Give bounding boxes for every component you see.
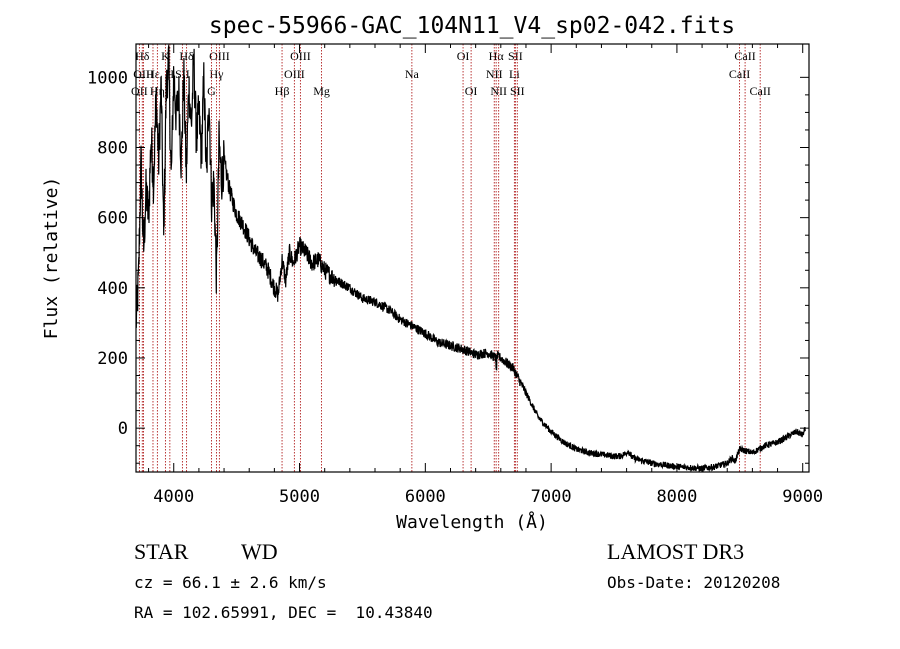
marker-label-18: OI <box>465 84 478 98</box>
subclass-label: WD <box>241 539 278 564</box>
marker-label-7: Hδ <box>179 49 194 63</box>
marker-label-19: Hα <box>489 49 505 63</box>
marker-label-2: OII <box>131 84 148 98</box>
marker-label-11: G <box>207 84 216 98</box>
marker-label-14: OIII <box>284 67 305 81</box>
marker-label-3: Hε <box>146 67 160 81</box>
x-axis-label: Wavelength (Å) <box>396 511 548 533</box>
spectrum-line <box>136 44 806 472</box>
marker-label-24: SII <box>510 84 525 98</box>
y-tick-label: 200 <box>97 349 128 369</box>
marker-label-25: CaII <box>734 49 755 63</box>
y-tick-label: 1000 <box>87 68 128 88</box>
marker-label-0: Hδ <box>135 49 150 63</box>
marker-label-22: SII <box>508 49 523 63</box>
marker-label-8: SII <box>175 67 190 81</box>
y-tick-label: 600 <box>97 209 128 229</box>
marker-label-12: Hβ <box>275 84 290 98</box>
redshift-text: cz = 66.1 ± 2.6 km/s <box>134 573 327 592</box>
marker-label-6: H <box>166 67 175 81</box>
marker-label-23: Li <box>509 67 520 81</box>
x-tick-label: 4000 <box>153 487 194 507</box>
x-tick-label: 9000 <box>782 487 823 507</box>
obs-date-text: Obs-Date: 20120208 <box>607 573 781 592</box>
x-tick-label: 6000 <box>405 487 446 507</box>
marker-label-20: NII <box>486 67 503 81</box>
class-label: STAR <box>134 539 189 564</box>
chart-title: spec-55966-GAC_104N11_V4_sp02-042.fits <box>209 13 735 39</box>
y-tick-label: 800 <box>97 138 128 158</box>
marker-label-9: OIII <box>209 49 230 63</box>
marker-label-26: CaII <box>729 67 750 81</box>
marker-label-5: K <box>161 49 170 63</box>
y-tick-label: 0 <box>118 419 128 439</box>
coordinates-text: RA = 102.65991, DEC = 10.43840 <box>134 603 433 622</box>
x-tick-label: 8000 <box>656 487 697 507</box>
marker-label-16: Na <box>405 67 420 81</box>
survey-label: LAMOST DR3 <box>607 539 745 564</box>
marker-label-13: OIII <box>290 49 311 63</box>
axis-ticks: 4000 5000 6000 7000 8000 9000 0 200 400 600 800 100… <box>87 44 823 507</box>
plot-frame <box>135 43 810 473</box>
marker-label-4: Hη <box>150 84 165 98</box>
marker-label-17: OI <box>457 49 470 63</box>
x-tick-label: 5000 <box>279 487 320 507</box>
marker-label-27: CaII <box>750 84 771 98</box>
y-tick-label: 400 <box>97 279 128 299</box>
marker-label-10: Hγ <box>210 67 225 81</box>
y-axis-label: Flux (relative) <box>41 177 62 340</box>
marker-label-21: NII <box>490 84 507 98</box>
marker-label-15: Mg <box>313 84 330 98</box>
x-tick-label: 7000 <box>531 487 572 507</box>
